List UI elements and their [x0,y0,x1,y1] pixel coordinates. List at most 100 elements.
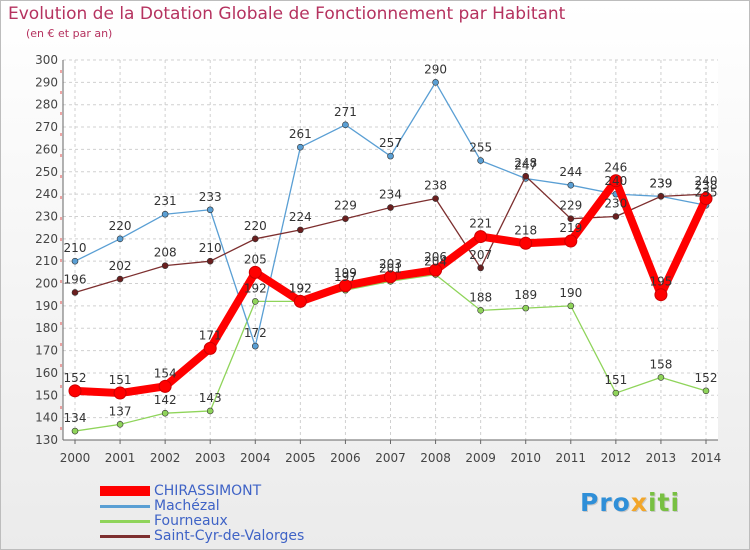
x-tick-label: 2003 [195,451,226,465]
y-tick-label: 290 [35,75,58,89]
x-tick-label: 2006 [330,451,361,465]
proxiti-logo: Proxiti [580,488,680,517]
y-tick-label: 140 [35,411,58,425]
data-point-mach-zal [477,157,484,164]
legend-item-chirassimont: CHIRASSIMONT [100,483,420,500]
data-label: 152 [64,371,87,385]
data-label: 240 [695,174,718,188]
data-point-fourneaux [206,407,214,415]
x-tick-label: 2011 [556,451,587,465]
legend-swatch [100,520,150,523]
logo-part: Pro [580,488,631,517]
data-label: 221 [469,217,492,231]
y-tick-label: 160 [35,366,58,380]
data-label: 158 [649,357,672,371]
data-label: 151 [109,373,132,387]
data-label: 152 [695,371,718,385]
x-tick-label: 2004 [240,451,271,465]
data-point-saint-cyr-de-valorges [297,226,304,234]
data-point-saint-cyr-de-valorges [342,215,349,223]
chart-title: Evolution de la Dotation Globale de Fonc… [8,4,566,24]
data-label: 192 [289,281,312,295]
legend-item-saint-cyr-de-valorges: Saint-Cyr-de-Valorges [100,528,420,545]
y-tick-label: 260 [35,142,58,156]
data-point-saint-cyr-de-valorges [206,257,214,265]
data-label: 210 [199,241,222,255]
data-label: 238 [695,179,718,193]
data-label: 229 [334,199,357,213]
x-tick-label: 2013 [646,451,677,465]
data-label: 210 [64,241,87,255]
y-tick-label: 150 [35,388,58,402]
data-label: 202 [109,259,132,273]
data-point-fourneaux [71,427,79,435]
data-point-saint-cyr-de-valorges [432,195,439,202]
data-point-saint-cyr-de-valorges [161,262,169,269]
data-point-mach-zal [116,235,124,243]
data-point-chirassimont [699,192,713,206]
data-point-chirassimont [564,234,578,248]
y-tick-label: 190 [35,299,58,313]
data-point-fourneaux [702,387,710,395]
y-tick-label: 250 [35,165,58,179]
data-point-mach-zal [432,79,439,86]
data-point-chirassimont [654,288,668,302]
data-label: 240 [604,174,627,188]
data-label: 218 [514,223,537,237]
data-label: 208 [154,246,177,260]
data-point-chirassimont [68,384,82,398]
x-tick-label: 2001 [105,451,136,465]
legend-label: Saint-Cyr-de-Valorges [154,528,305,544]
legend-swatch [100,486,150,496]
data-point-chirassimont [113,386,127,400]
y-tick-label: 230 [35,209,58,223]
data-point-mach-zal [206,206,214,214]
legend-swatch [100,505,150,508]
data-point-chirassimont [429,263,443,277]
data-point-saint-cyr-de-valorges [522,172,530,180]
data-point-saint-cyr-de-valorges [567,215,575,223]
data-label: 207 [469,248,492,262]
data-point-saint-cyr-de-valorges [612,213,620,220]
y-tick-label: 210 [35,254,58,268]
data-label: 172 [244,326,267,340]
legend-label: CHIRASSIMONT [154,483,262,499]
data-point-chirassimont [203,341,217,355]
legend-item-fourneaux: Fourneaux [100,513,420,530]
data-label: 290 [424,62,447,76]
data-point-chirassimont [293,294,307,308]
x-tick-label: 2007 [375,451,406,465]
data-label: 137 [109,404,132,418]
data-label: 246 [604,161,627,175]
x-tick-label: 2002 [150,451,181,465]
data-point-saint-cyr-de-valorges [657,193,665,200]
x-tick-label: 2008 [420,451,451,465]
data-label: 239 [649,176,672,190]
data-label: 261 [289,127,312,141]
data-label: 192 [244,281,267,295]
y-tick-label: 240 [35,187,58,201]
data-label: 229 [559,199,582,213]
y-tick-label: 170 [35,344,58,358]
x-tick-label: 2010 [510,451,541,465]
data-label: 188 [469,290,492,304]
logo-part: x [630,488,648,517]
legend-label: Machézal [154,498,220,514]
data-label: 224 [289,210,312,224]
data-label: 233 [199,190,222,204]
data-label: 220 [244,219,267,233]
data-point-fourneaux [612,389,620,397]
data-point-mach-zal [387,152,394,160]
data-label: 239 [649,176,672,190]
data-point-fourneaux [477,307,484,314]
data-labels: 134 137 142 143 192 192 197 201 204 188 189 190 151 1… [64,62,718,425]
legend-item-machezal: Machézal [100,498,420,515]
data-point-mach-zal [297,143,304,151]
y-tick-label: 130 [35,433,58,447]
data-label: 204 [424,255,447,269]
data-label: 219 [559,221,582,235]
data-point-saint-cyr-de-valorges [251,235,259,243]
data-label: 244 [559,165,582,179]
data-label: 190 [559,286,582,300]
data-label: 206 [424,250,447,264]
